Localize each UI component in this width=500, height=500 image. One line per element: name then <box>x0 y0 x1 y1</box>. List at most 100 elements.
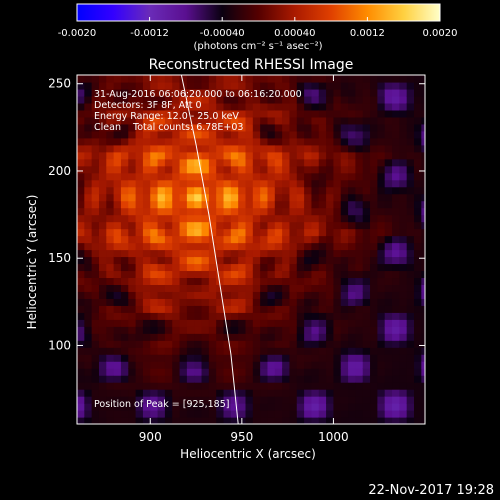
heatmap-cell <box>252 270 261 279</box>
heatmap-cell <box>223 200 232 209</box>
heatmap-cell <box>252 368 261 376</box>
heatmap-cell <box>106 403 115 411</box>
heatmap-cell <box>238 207 247 216</box>
heatmap-cell <box>179 340 188 348</box>
heatmap-cell <box>194 228 203 237</box>
heatmap-cell <box>377 333 386 341</box>
heatmap-cell <box>414 221 422 230</box>
heatmap-cell <box>84 214 93 223</box>
heatmap-cell <box>179 123 188 132</box>
heatmap-cell <box>406 389 415 397</box>
heatmap-cell <box>194 172 203 181</box>
heatmap-cell <box>260 410 269 418</box>
heatmap-cell <box>304 235 313 244</box>
heatmap-cell <box>157 116 166 125</box>
heatmap-cell <box>296 102 305 111</box>
heatmap-cell <box>216 375 225 383</box>
heatmap-cell <box>406 81 415 90</box>
heatmap-cell <box>274 95 283 104</box>
heatmap-cell <box>186 361 195 369</box>
heatmap-cell <box>128 130 137 139</box>
heatmap-cell <box>384 137 393 146</box>
heatmap-cell <box>421 249 425 258</box>
heatmap-cell <box>77 368 85 376</box>
heatmap-cell <box>414 368 422 376</box>
heatmap-cell <box>296 95 305 104</box>
heatmap-cell <box>311 165 320 174</box>
heatmap-cell <box>216 396 225 404</box>
heatmap-cell <box>91 354 100 362</box>
heatmap-cell <box>392 102 400 111</box>
heatmap-cell <box>392 382 400 390</box>
heatmap-cell <box>208 158 217 167</box>
heatmap-cell <box>392 88 400 97</box>
heatmap-cell <box>289 277 298 285</box>
heatmap-cell <box>377 235 386 244</box>
heatmap-cell <box>84 326 93 334</box>
heatmap-cell <box>98 179 107 188</box>
heatmap-cell <box>267 228 276 237</box>
heatmap-cell <box>296 361 305 369</box>
heatmap-cell <box>392 270 400 279</box>
heatmap-cell <box>414 151 422 160</box>
heatmap-cell <box>414 158 422 167</box>
heatmap-cell <box>340 326 349 334</box>
heatmap-cell <box>164 361 173 369</box>
heatmap-cell <box>370 312 378 320</box>
heatmap-cell <box>304 333 313 341</box>
heatmap-cell <box>179 75 188 83</box>
heatmap-cell <box>208 137 217 146</box>
heatmap-cell <box>289 256 298 265</box>
heatmap-cell <box>282 312 291 320</box>
heatmap-cell <box>326 368 335 376</box>
heatmap-cell <box>414 312 422 320</box>
heatmap-cell <box>106 116 115 125</box>
heatmap-cell <box>164 298 173 306</box>
heatmap-cell <box>120 207 129 216</box>
heatmap-cell <box>421 312 425 320</box>
heatmap-cell <box>230 319 239 327</box>
annotation-time-range: 31-Aug-2016 06:06:20.000 to 06:16:20.000 <box>94 89 302 100</box>
heatmap-cell <box>230 284 239 292</box>
heatmap-cell <box>421 368 425 376</box>
heatmap-cell <box>77 389 85 397</box>
x-tick-label: 950 <box>230 430 253 444</box>
heatmap-cell <box>98 291 107 299</box>
heatmap-cell <box>377 319 386 327</box>
heatmap-cell <box>245 172 254 181</box>
heatmap-cell <box>399 291 408 299</box>
heatmap-cell <box>216 277 225 285</box>
heatmap-cell <box>340 228 349 237</box>
heatmap-cell <box>223 396 232 404</box>
heatmap-cell <box>274 221 283 230</box>
heatmap-cell <box>362 298 371 306</box>
heatmap-cell <box>135 375 144 383</box>
heatmap-cell <box>274 186 283 195</box>
heatmap-cell <box>216 298 225 306</box>
heatmap-cell <box>150 410 159 418</box>
heatmap-cell <box>164 144 173 153</box>
heatmap-cell <box>194 81 203 90</box>
heatmap-cell <box>120 256 129 265</box>
heatmap-cell <box>340 221 349 230</box>
heatmap-cell <box>252 291 261 299</box>
heatmap-cell <box>230 137 239 146</box>
heatmap-cell <box>421 389 425 397</box>
heatmap-cell <box>289 102 298 111</box>
heatmap-cell <box>252 403 261 411</box>
heatmap-cell <box>208 102 217 111</box>
heatmap-cell <box>157 123 166 132</box>
heatmap-cell <box>333 214 342 223</box>
heatmap-cell <box>304 123 313 132</box>
heatmap-cell <box>157 137 166 146</box>
heatmap-cell <box>98 354 107 362</box>
heatmap-cell <box>216 116 225 125</box>
heatmap-cell <box>223 144 232 153</box>
heatmap-cell <box>384 249 393 258</box>
heatmap-cell <box>260 305 269 313</box>
heatmap-cell <box>120 102 129 111</box>
heatmap-cell <box>164 410 173 418</box>
heatmap-cell <box>311 284 320 292</box>
heatmap-cell <box>135 277 144 285</box>
